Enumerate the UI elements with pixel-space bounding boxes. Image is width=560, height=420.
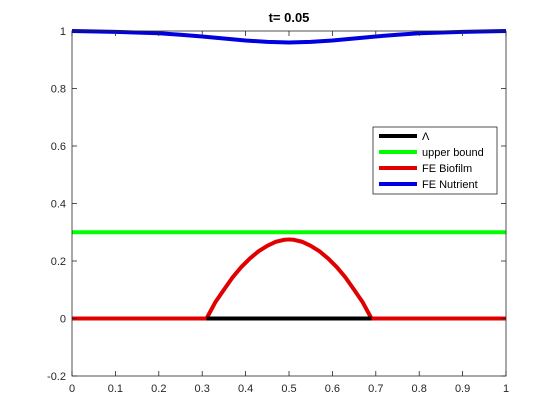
legend-label: FE Nutrient: [422, 179, 478, 191]
x-tick-label: 0.2: [151, 383, 166, 395]
x-tick-label: 0: [69, 383, 75, 395]
plot-background: [72, 31, 506, 376]
x-tick-label: 0.6: [325, 383, 340, 395]
legend-label: FE Biofilm: [422, 163, 472, 175]
series-layer: [71, 29, 507, 321]
x-tick-label: 0.3: [195, 383, 210, 395]
x-tick-label: 0.1: [108, 383, 123, 395]
y-tick-label: 0: [60, 314, 66, 326]
x-tick-label: 0.5: [281, 383, 296, 395]
y-tick-label: 0.2: [51, 256, 66, 268]
y-tick-label: -0.2: [47, 371, 66, 383]
series-line-3: [71, 29, 507, 45]
legend-label: Λ: [422, 131, 430, 143]
legend-label: upper bound: [422, 147, 484, 159]
series-line-2: [72, 237, 506, 321]
y-tick-label: 0.8: [51, 84, 66, 96]
y-tick-label: 0.6: [51, 141, 66, 153]
x-tick-label: 0.4: [238, 383, 253, 395]
axes-layer: 0 0.1 0.2 0.3 0.4 0.5 0.6 0.7 0.8 0.9 1-0.200.20.4…: [47, 26, 509, 395]
x-tick-label: 0.7: [368, 383, 383, 395]
y-tick-label: 1: [60, 26, 66, 38]
x-tick-label: 0.8: [412, 383, 427, 395]
chart-title: t= 0.05: [269, 10, 310, 25]
x-tick-label: 0.9: [455, 383, 470, 395]
x-tick-label: 1: [503, 383, 509, 395]
y-tick-label: 0.4: [51, 199, 66, 211]
